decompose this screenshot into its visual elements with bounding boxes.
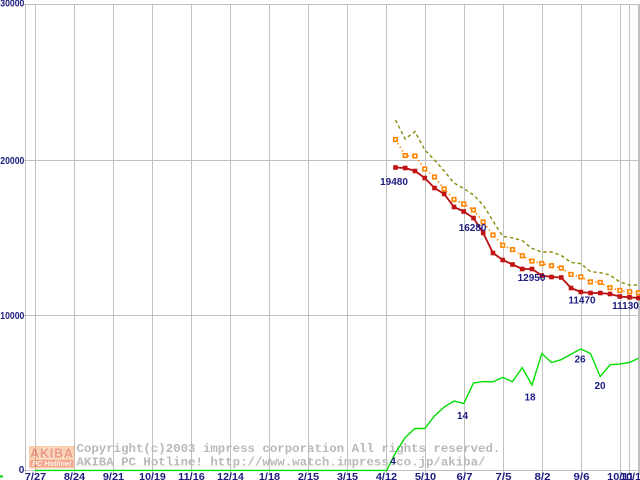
svg-text:12950: 12950	[518, 273, 546, 284]
svg-text:8/24: 8/24	[64, 472, 86, 480]
svg-text:10/18: 10/18	[620, 472, 640, 480]
svg-text:20: 20	[594, 381, 606, 392]
svg-text:18: 18	[524, 392, 536, 403]
svg-text:11/16: 11/16	[178, 472, 205, 480]
svg-text:Copyright(c)2003 impress corpo: Copyright(c)2003 impress corporation All…	[77, 442, 501, 456]
svg-text:10/19: 10/19	[139, 472, 166, 480]
svg-text:19480: 19480	[380, 177, 408, 188]
svg-text:4/12: 4/12	[376, 472, 398, 480]
svg-text:26: 26	[574, 354, 586, 365]
svg-text:14: 14	[457, 411, 469, 422]
svg-text:4: 4	[390, 456, 396, 467]
svg-text:11130: 11130	[612, 301, 639, 312]
svg-text:0: 0	[19, 465, 25, 476]
svg-text:10000: 10000	[0, 311, 24, 322]
svg-text:PC Hotline!: PC Hotline!	[32, 459, 72, 468]
svg-text:9/6: 9/6	[574, 472, 590, 480]
svg-text:1/18: 1/18	[259, 472, 281, 480]
svg-text:20000: 20000	[0, 156, 24, 167]
svg-text:8/2: 8/2	[535, 472, 551, 480]
svg-text:30000: 30000	[0, 0, 24, 10]
svg-text:11470: 11470	[568, 295, 596, 306]
svg-text:5/10: 5/10	[415, 472, 437, 480]
svg-text:2/15: 2/15	[298, 472, 320, 480]
svg-text:3/15: 3/15	[337, 472, 359, 480]
svg-text:AKIBA PC Hotline! http://www.: AKIBA PC Hotline! http://www.watch.impre…	[77, 455, 486, 469]
svg-text:7/5: 7/5	[496, 472, 512, 480]
svg-text:6/7: 6/7	[457, 472, 473, 480]
svg-text:16280: 16280	[459, 223, 487, 234]
svg-text:9/21: 9/21	[103, 472, 125, 480]
svg-text:10/11: 10/11	[607, 472, 634, 480]
svg-text:12/14: 12/14	[217, 472, 244, 480]
svg-text:AKIBA: AKIBA	[30, 446, 74, 461]
svg-text:7/27: 7/27	[25, 472, 47, 480]
svg-text:AKIBA: AKIBA	[30, 446, 74, 461]
